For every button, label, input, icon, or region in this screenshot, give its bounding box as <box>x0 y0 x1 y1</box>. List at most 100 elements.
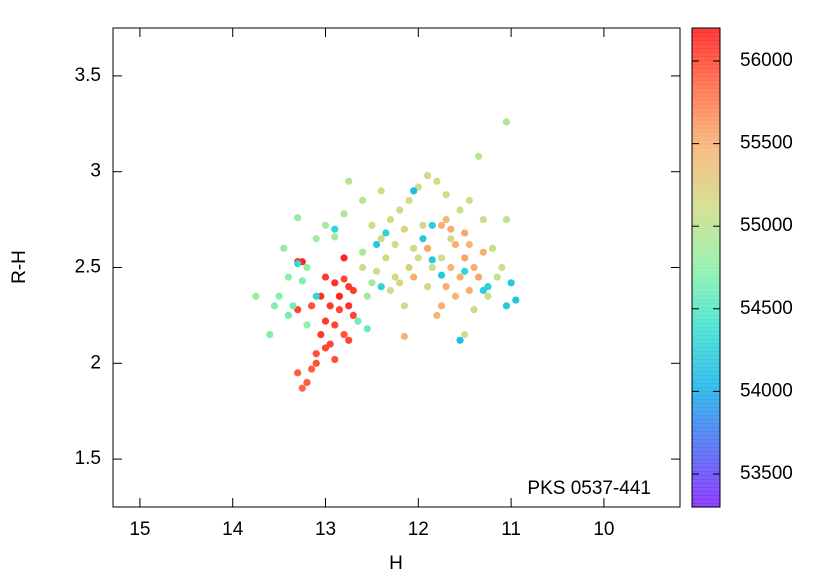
colorbar-band <box>692 131 720 137</box>
colorbar-band <box>692 487 720 492</box>
point <box>475 273 483 281</box>
point <box>484 283 492 291</box>
point <box>470 306 478 314</box>
point <box>298 277 306 285</box>
colorbar-band <box>692 307 720 313</box>
colorbar-band <box>692 115 720 121</box>
point <box>331 233 339 241</box>
colorbar-band <box>692 319 720 324</box>
y-tick-label: 3 <box>90 161 101 182</box>
point <box>391 240 399 249</box>
colorbar-band <box>692 299 720 305</box>
point <box>447 235 455 243</box>
point <box>303 263 311 272</box>
colorbar-band <box>692 111 720 117</box>
point <box>461 330 469 339</box>
colorbar-band <box>692 207 720 213</box>
colorbar-band <box>692 335 720 340</box>
colorbar-band <box>692 231 720 237</box>
colorbar-band <box>692 203 720 209</box>
colorbar-band <box>692 47 720 53</box>
colorbar-band <box>692 127 720 133</box>
point <box>345 336 353 344</box>
colorbar-band <box>692 315 720 320</box>
point <box>396 206 404 214</box>
colorbar-band <box>692 351 720 356</box>
colorbar-band <box>692 255 720 261</box>
point <box>354 317 362 325</box>
point <box>502 302 511 310</box>
colorbar-band <box>692 87 720 93</box>
y-tick-label: 2.5 <box>75 257 101 278</box>
point <box>270 302 279 310</box>
point <box>368 221 376 229</box>
colorbar-band <box>692 355 720 360</box>
colorbar-band <box>692 135 720 141</box>
colorbar-band <box>692 327 720 332</box>
colorbar-band <box>692 499 720 504</box>
colorbar-band <box>692 291 720 297</box>
colorbar-band <box>692 283 720 289</box>
colorbar-band <box>692 379 720 384</box>
point <box>303 378 311 387</box>
point <box>451 292 460 300</box>
colorbar-band <box>692 395 720 400</box>
point <box>377 235 385 243</box>
colorbar-band <box>692 187 720 193</box>
colorbar-band <box>692 295 720 301</box>
point <box>465 240 473 249</box>
point <box>442 216 450 224</box>
colorbar-band <box>692 483 720 488</box>
colorbar-tick-label: 55500 <box>740 133 793 154</box>
point <box>461 267 469 275</box>
point <box>363 325 371 333</box>
colorbar-band <box>692 503 720 508</box>
point <box>507 279 515 287</box>
point <box>266 330 274 339</box>
point <box>456 206 464 214</box>
point <box>340 275 348 283</box>
colorbar-band <box>692 371 720 376</box>
colorbar-band <box>692 331 720 336</box>
point <box>368 279 376 287</box>
point <box>331 321 339 329</box>
colorbar-band <box>692 403 720 408</box>
point <box>410 273 418 281</box>
point <box>307 302 316 310</box>
x-tick-label: 12 <box>408 519 429 540</box>
colorbar-band <box>692 263 720 269</box>
colorbar-band <box>692 123 720 129</box>
point <box>321 344 330 352</box>
colorbar-band <box>692 227 720 233</box>
colorbar-band <box>692 95 720 101</box>
point <box>400 302 408 310</box>
point <box>498 263 506 272</box>
point <box>405 196 413 205</box>
point <box>456 273 464 281</box>
y-tick-label: 1.5 <box>75 448 101 469</box>
point <box>345 177 353 185</box>
colorbar-band <box>692 491 720 496</box>
colorbar-band <box>692 43 720 49</box>
colorbar-band <box>692 387 720 392</box>
point <box>456 336 464 344</box>
colorbar-band <box>692 199 720 205</box>
colorbar-band <box>692 479 720 484</box>
point <box>359 263 367 272</box>
colorbar-tick-label: 53500 <box>740 463 793 484</box>
point <box>396 279 404 287</box>
colorbar-band <box>692 107 720 113</box>
point <box>512 296 520 304</box>
point <box>437 302 446 310</box>
colorbar-band <box>692 339 720 344</box>
point <box>447 225 455 233</box>
point <box>475 152 483 160</box>
point <box>372 240 381 249</box>
point <box>428 256 436 264</box>
colorbar-band <box>692 407 720 412</box>
point <box>423 171 432 180</box>
point <box>437 221 446 229</box>
point <box>386 286 395 295</box>
colorbar-band <box>692 143 720 149</box>
point <box>321 221 330 229</box>
